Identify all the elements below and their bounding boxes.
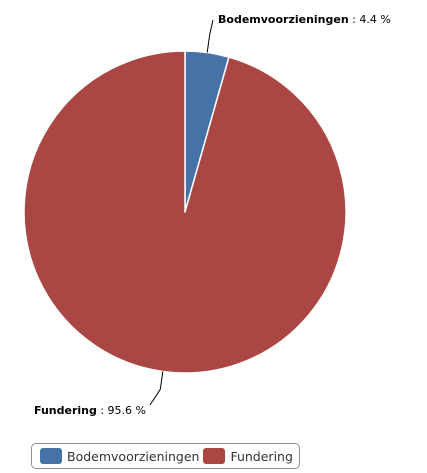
data-label-category: Bodemvoorzieningen <box>218 13 349 26</box>
data-label-bodemvoorzieningen: Bodemvoorzieningen : 4.4 % <box>218 13 391 26</box>
data-label-fundering: Fundering : 95.6 % <box>34 404 146 417</box>
legend: Bodemvoorzieningen Fundering <box>31 443 300 469</box>
legend-item-fundering[interactable]: Fundering <box>203 448 293 464</box>
legend-label: Fundering <box>230 448 293 464</box>
legend-item-bodemvoorzieningen[interactable]: Bodemvoorzieningen <box>40 448 199 464</box>
data-label-value: : 4.4 % <box>349 13 391 26</box>
connector-fundering <box>149 371 164 406</box>
legend-swatch-bodemvoorzieningen <box>40 448 62 464</box>
data-labels: Bodemvoorzieningen : 4.4 % Fundering : 95… <box>34 13 391 417</box>
pie-slice-fundering[interactable] <box>23 50 347 374</box>
legend-swatch-fundering <box>203 448 226 464</box>
pie-chart: Bodemvoorzieningen : 4.4 % Fundering : 95… <box>23 13 391 417</box>
data-label-connectors <box>149 19 214 406</box>
data-label-category: Fundering <box>34 404 97 417</box>
connector-bodemvoorzieningen <box>206 19 214 53</box>
data-label-value: : 95.6 % <box>97 404 146 417</box>
pie-slices <box>23 50 347 374</box>
legend-label: Bodemvoorzieningen <box>67 448 200 464</box>
